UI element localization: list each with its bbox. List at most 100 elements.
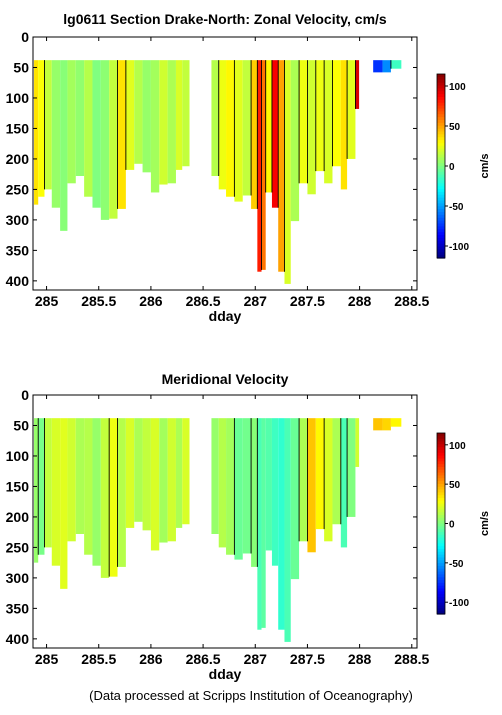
colorbar-swatch: [437, 438, 445, 443]
colorbar-swatch: [437, 512, 445, 516]
y-tick-label: 250: [6, 181, 30, 197]
data-column: [134, 60, 143, 164]
data-column: [175, 60, 183, 170]
data-column: [125, 418, 135, 528]
x-tick-label: 287: [244, 651, 268, 667]
data-column: [34, 60, 39, 205]
colorbar-swatch: [437, 209, 445, 213]
colorbar-swatch: [437, 140, 445, 144]
colorbar-swatch: [437, 160, 445, 164]
y-tick-label: 350: [6, 242, 30, 258]
colorbar-swatch: [437, 180, 445, 184]
colorbar-swatch: [437, 458, 445, 462]
data-column: [234, 60, 243, 202]
data-column: [150, 418, 160, 551]
colorbar-swatch: [437, 174, 445, 179]
data-column: [324, 60, 333, 184]
data-column: [84, 60, 93, 197]
data-column: [290, 60, 300, 222]
colorbar-swatch: [437, 163, 445, 167]
data-column: [51, 60, 61, 208]
data-column: [142, 60, 151, 173]
colorbar-swatch: [437, 577, 445, 581]
colorbar-swatch: [437, 235, 445, 239]
colorbar-swatch: [437, 435, 445, 440]
colorbar-swatch: [437, 461, 445, 465]
data-column: [142, 418, 151, 531]
credit-text: (Data processed at Scripps Institution o…: [89, 688, 413, 703]
colorbar-swatch: [437, 500, 445, 505]
colorbar-swatch: [437, 588, 445, 592]
data-column: [332, 418, 341, 525]
colorbar-swatch: [437, 529, 445, 533]
data-column: [150, 60, 160, 193]
colorbar-swatch: [437, 515, 445, 519]
data-column: [332, 60, 341, 167]
data-column: [34, 418, 39, 563]
colorbar-swatch: [437, 560, 445, 564]
colorbar-swatch: [437, 568, 445, 573]
data-column: [167, 60, 176, 184]
y-tick-label: 100: [6, 90, 30, 106]
x-tick-label: 285: [35, 651, 59, 667]
y-tick-label: 50: [13, 417, 29, 433]
axes-frame: [32, 36, 418, 291]
data-column: [261, 418, 266, 628]
colorbar-swatch: [437, 449, 445, 454]
data-column: [251, 418, 258, 567]
data-column: [109, 418, 118, 577]
data-column: [234, 418, 243, 560]
colorbar-swatch: [437, 94, 445, 98]
x-tick-label: 288: [348, 293, 372, 309]
colorbar-swatch: [437, 563, 445, 567]
panel-2: Meridional Velocity 285 285.5 286 286.5 287 28…: [6, 371, 491, 682]
colorbar-swatch: [437, 114, 445, 118]
colorbar-tick-label: 0: [449, 520, 455, 531]
colorbar-swatch: [437, 148, 445, 153]
colorbar-swatch: [437, 200, 445, 204]
colorbar-swatch: [437, 540, 445, 544]
data-column: [390, 418, 402, 427]
colorbar-swatch: [437, 574, 445, 578]
colorbar-swatch: [437, 517, 445, 522]
y-tick-label: 300: [6, 570, 30, 586]
colorbar-swatch: [437, 168, 445, 173]
data-column: [299, 60, 308, 184]
colorbar-swatch: [437, 137, 445, 141]
colorbar-swatch: [437, 125, 445, 130]
data-column: [159, 418, 168, 543]
data-column: [390, 60, 402, 69]
colorbar-swatch: [437, 441, 445, 445]
colorbar-swatch: [437, 246, 445, 250]
data-column: [290, 418, 300, 580]
x-axis-label: dday: [209, 666, 242, 682]
colorbar-swatch: [437, 171, 445, 176]
colorbar-swatch: [437, 203, 445, 207]
colorbar-swatch: [437, 220, 445, 225]
x-tick-label: 287: [244, 293, 268, 309]
colorbar-swatch: [437, 489, 445, 493]
x-tick-label: 286.5: [186, 651, 221, 667]
colorbar-swatch: [437, 543, 445, 547]
data-column: [84, 418, 93, 555]
colorbar-swatch: [437, 166, 445, 170]
colorbar-swatch: [437, 151, 445, 156]
y-tick-label: 400: [6, 631, 30, 647]
data-column: [265, 418, 272, 551]
colorbar-swatch: [437, 212, 445, 216]
x-tick-label: 286: [139, 651, 163, 667]
colorbar-swatch: [437, 495, 445, 499]
data-column: [261, 60, 266, 270]
colorbar-swatch: [437, 131, 445, 135]
colorbar-swatch: [437, 214, 445, 219]
data-column: [242, 60, 252, 196]
data-column: [211, 418, 219, 534]
colorbar-swatch: [437, 591, 445, 595]
colorbar-swatch: [437, 611, 445, 615]
data-column: [38, 418, 45, 555]
data-column: [51, 418, 61, 566]
colorbar-swatch: [437, 475, 445, 479]
y-tick-label: 150: [6, 120, 30, 136]
data-column: [284, 418, 291, 642]
